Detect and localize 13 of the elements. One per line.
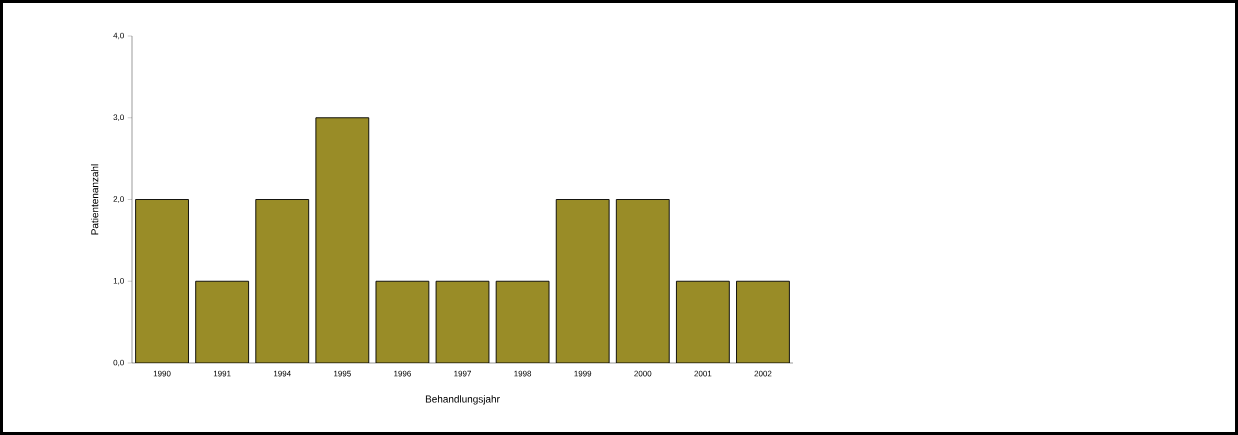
bar — [675, 280, 730, 363]
bar — [135, 199, 189, 363]
bar — [495, 280, 550, 363]
x-axis-title: Behandlungsjahr — [425, 395, 500, 405]
bar — [736, 280, 790, 363]
bar — [255, 199, 310, 363]
bar — [615, 199, 670, 363]
bar — [435, 280, 490, 363]
bar — [195, 280, 250, 363]
bar — [315, 117, 370, 363]
y-axis-title: Patientenanzahl — [90, 164, 99, 235]
bar — [375, 280, 430, 363]
bar — [555, 199, 610, 363]
